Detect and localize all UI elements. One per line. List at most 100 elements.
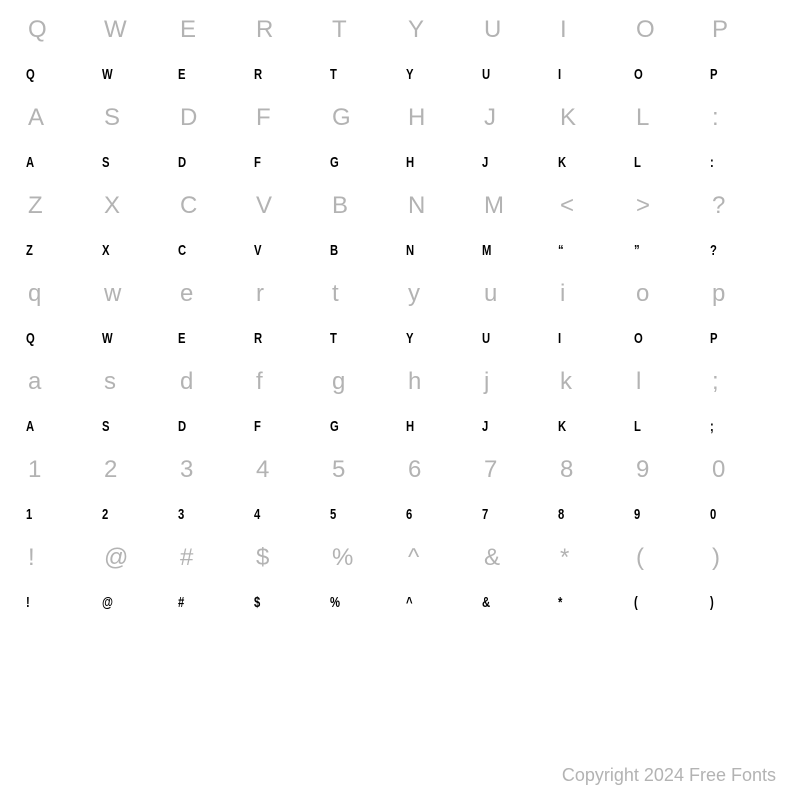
font-glyph: % [324, 580, 381, 624]
reference-glyph: F [248, 96, 324, 140]
font-glyph: : [704, 140, 761, 184]
reference-glyph: r [248, 272, 324, 316]
font-glyph: H [400, 404, 457, 448]
font-glyph: 2 [96, 492, 153, 536]
reference-glyph: 5 [324, 448, 400, 492]
font-glyph: ) [704, 580, 761, 624]
font-glyph: O [628, 52, 685, 96]
font-glyph: ? [704, 228, 761, 272]
font-glyph: $ [248, 580, 305, 624]
reference-glyph: < [552, 184, 628, 228]
font-glyph: E [172, 316, 229, 360]
font-glyph: R [248, 52, 305, 96]
reference-glyph: 2 [96, 448, 172, 492]
font-glyph: L [628, 140, 685, 184]
font-glyph: 4 [248, 492, 305, 536]
reference-glyph: & [476, 536, 552, 580]
font-glyph: K [552, 140, 609, 184]
reference-glyph: 1 [20, 448, 96, 492]
font-glyph: T [324, 316, 381, 360]
reference-glyph: 8 [552, 448, 628, 492]
font-glyph: S [96, 140, 153, 184]
font-glyph: “ [552, 228, 609, 272]
font-glyph: P [704, 316, 761, 360]
font-glyph: N [400, 228, 457, 272]
font-glyph: # [172, 580, 229, 624]
reference-glyph: B [324, 184, 400, 228]
font-glyph: Z [20, 228, 77, 272]
font-glyph: R [248, 316, 305, 360]
reference-glyph: 4 [248, 448, 324, 492]
font-glyph: L [628, 404, 685, 448]
reference-glyph: H [400, 96, 476, 140]
font-glyph: B [324, 228, 381, 272]
copyright-text: Copyright 2024 Free Fonts [562, 765, 776, 786]
font-glyph: Q [20, 52, 77, 96]
reference-glyph: X [96, 184, 172, 228]
font-glyph: 9 [628, 492, 685, 536]
font-glyph: C [172, 228, 229, 272]
reference-glyph: > [628, 184, 704, 228]
reference-glyph: p [704, 272, 780, 316]
font-glyph: G [324, 404, 381, 448]
reference-glyph: e [172, 272, 248, 316]
reference-glyph: k [552, 360, 628, 404]
font-glyph: Y [400, 316, 457, 360]
font-glyph: & [476, 580, 533, 624]
reference-glyph: 0 [704, 448, 780, 492]
reference-glyph: T [324, 8, 400, 52]
font-glyph: F [248, 404, 305, 448]
reference-glyph: R [248, 8, 324, 52]
reference-glyph: 7 [476, 448, 552, 492]
reference-glyph: P [704, 8, 780, 52]
font-glyph: I [552, 316, 609, 360]
reference-glyph: K [552, 96, 628, 140]
reference-glyph: * [552, 536, 628, 580]
reference-glyph: ( [628, 536, 704, 580]
font-glyph: Y [400, 52, 457, 96]
character-map-grid: QWERTYUIOPQWERTYUIOPASDFGHJKL:ASDFGHJKL:… [0, 0, 800, 624]
reference-glyph: a [20, 360, 96, 404]
font-glyph: O [628, 316, 685, 360]
reference-glyph: g [324, 360, 400, 404]
reference-glyph: : [704, 96, 780, 140]
reference-glyph: ! [20, 536, 96, 580]
reference-glyph: s [96, 360, 172, 404]
font-glyph: A [20, 140, 77, 184]
font-glyph: 1 [20, 492, 77, 536]
font-glyph: ^ [400, 580, 457, 624]
font-glyph: P [704, 52, 761, 96]
reference-glyph: ; [704, 360, 780, 404]
reference-glyph: 9 [628, 448, 704, 492]
reference-glyph: N [400, 184, 476, 228]
reference-glyph: U [476, 8, 552, 52]
reference-glyph: J [476, 96, 552, 140]
reference-glyph: Y [400, 8, 476, 52]
reference-glyph: d [172, 360, 248, 404]
reference-glyph: t [324, 272, 400, 316]
font-glyph: 0 [704, 492, 761, 536]
reference-glyph: Z [20, 184, 96, 228]
reference-glyph: C [172, 184, 248, 228]
reference-glyph: ) [704, 536, 780, 580]
font-glyph: 3 [172, 492, 229, 536]
font-glyph: ! [20, 580, 77, 624]
reference-glyph: o [628, 272, 704, 316]
font-glyph: S [96, 404, 153, 448]
font-glyph: ; [704, 404, 761, 448]
reference-glyph: ^ [400, 536, 476, 580]
reference-glyph: # [172, 536, 248, 580]
font-glyph: 8 [552, 492, 609, 536]
font-glyph: U [476, 52, 533, 96]
reference-glyph: h [400, 360, 476, 404]
font-glyph: 7 [476, 492, 533, 536]
font-glyph: D [172, 404, 229, 448]
font-glyph: D [172, 140, 229, 184]
reference-glyph: q [20, 272, 96, 316]
font-glyph: E [172, 52, 229, 96]
reference-glyph: E [172, 8, 248, 52]
font-glyph: W [96, 316, 153, 360]
font-glyph: I [552, 52, 609, 96]
reference-glyph: 6 [400, 448, 476, 492]
reference-glyph: A [20, 96, 96, 140]
